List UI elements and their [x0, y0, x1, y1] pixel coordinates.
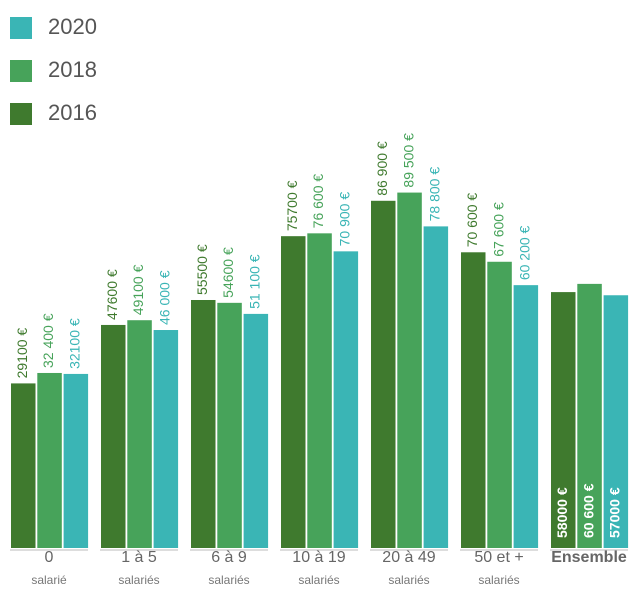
value-label: 29100 € — [14, 328, 30, 379]
legend-swatch — [10, 60, 32, 82]
bar — [603, 295, 629, 548]
x-tick-label: 10 à 19 — [292, 549, 345, 566]
bar — [577, 283, 602, 548]
bar — [243, 313, 269, 548]
value-label: 49100 € — [130, 264, 146, 315]
value-label: 55500 € — [194, 244, 210, 295]
x-tick-label: 1 à 5 — [121, 549, 157, 566]
legend-label: 2018 — [48, 57, 97, 82]
bar — [191, 299, 216, 548]
value-label: 75700 € — [284, 180, 300, 231]
bar — [371, 200, 396, 548]
x-tick-label: 6 à 9 — [211, 549, 247, 566]
x-tick-label: Ensemble — [551, 549, 627, 566]
x-tick-sublabel: salariés — [478, 573, 519, 587]
value-label: 51 100 € — [247, 254, 263, 309]
value-label: 46 000 € — [157, 270, 173, 325]
bar — [333, 251, 359, 549]
x-tick-sublabel: salariés — [208, 573, 249, 587]
bar — [487, 261, 512, 548]
bar — [127, 320, 152, 548]
legend-label: 2016 — [48, 100, 97, 125]
value-label: 47600 € — [104, 269, 120, 320]
value-label: 86 900 € — [374, 141, 390, 196]
x-tick-sublabel: salariés — [118, 573, 159, 587]
bar — [63, 373, 89, 548]
bar — [217, 302, 242, 548]
bar — [551, 292, 576, 548]
x-tick-sublabel: salariés — [298, 573, 339, 587]
value-label: 70 900 € — [337, 192, 353, 247]
value-label: 32100 € — [67, 318, 83, 369]
bar — [397, 192, 422, 548]
value-label: 70 600 € — [464, 193, 480, 248]
bar — [513, 285, 539, 548]
bar — [281, 236, 306, 549]
value-label: 76 600 € — [310, 174, 326, 229]
bar — [37, 372, 62, 548]
value-label: 60 200 € — [517, 225, 533, 280]
value-label: 58000 € — [554, 487, 570, 538]
bar — [101, 324, 126, 548]
bar — [307, 233, 332, 548]
x-tick-label: 0 — [45, 549, 54, 566]
value-label: 54600 € — [220, 247, 236, 298]
bar — [153, 330, 179, 548]
x-tick-label: 50 et + — [474, 549, 523, 566]
x-tick-sublabel: salariés — [388, 573, 429, 587]
value-label: 78 800 € — [427, 167, 443, 222]
x-tick-label: 20 à 49 — [382, 549, 435, 566]
bar — [423, 226, 449, 548]
legend-label: 2020 — [48, 14, 97, 39]
value-label: 67 600 € — [490, 202, 506, 257]
bar — [461, 252, 486, 548]
bar — [11, 383, 36, 548]
value-label: 57000 € — [607, 487, 623, 538]
value-label: 60 600 € — [580, 483, 596, 538]
legend-swatch — [10, 103, 32, 125]
value-label: 89 500 € — [400, 133, 416, 188]
legend-swatch — [10, 17, 32, 39]
value-label: 32 400 € — [40, 313, 56, 368]
x-tick-sublabel: salarié — [31, 573, 67, 587]
